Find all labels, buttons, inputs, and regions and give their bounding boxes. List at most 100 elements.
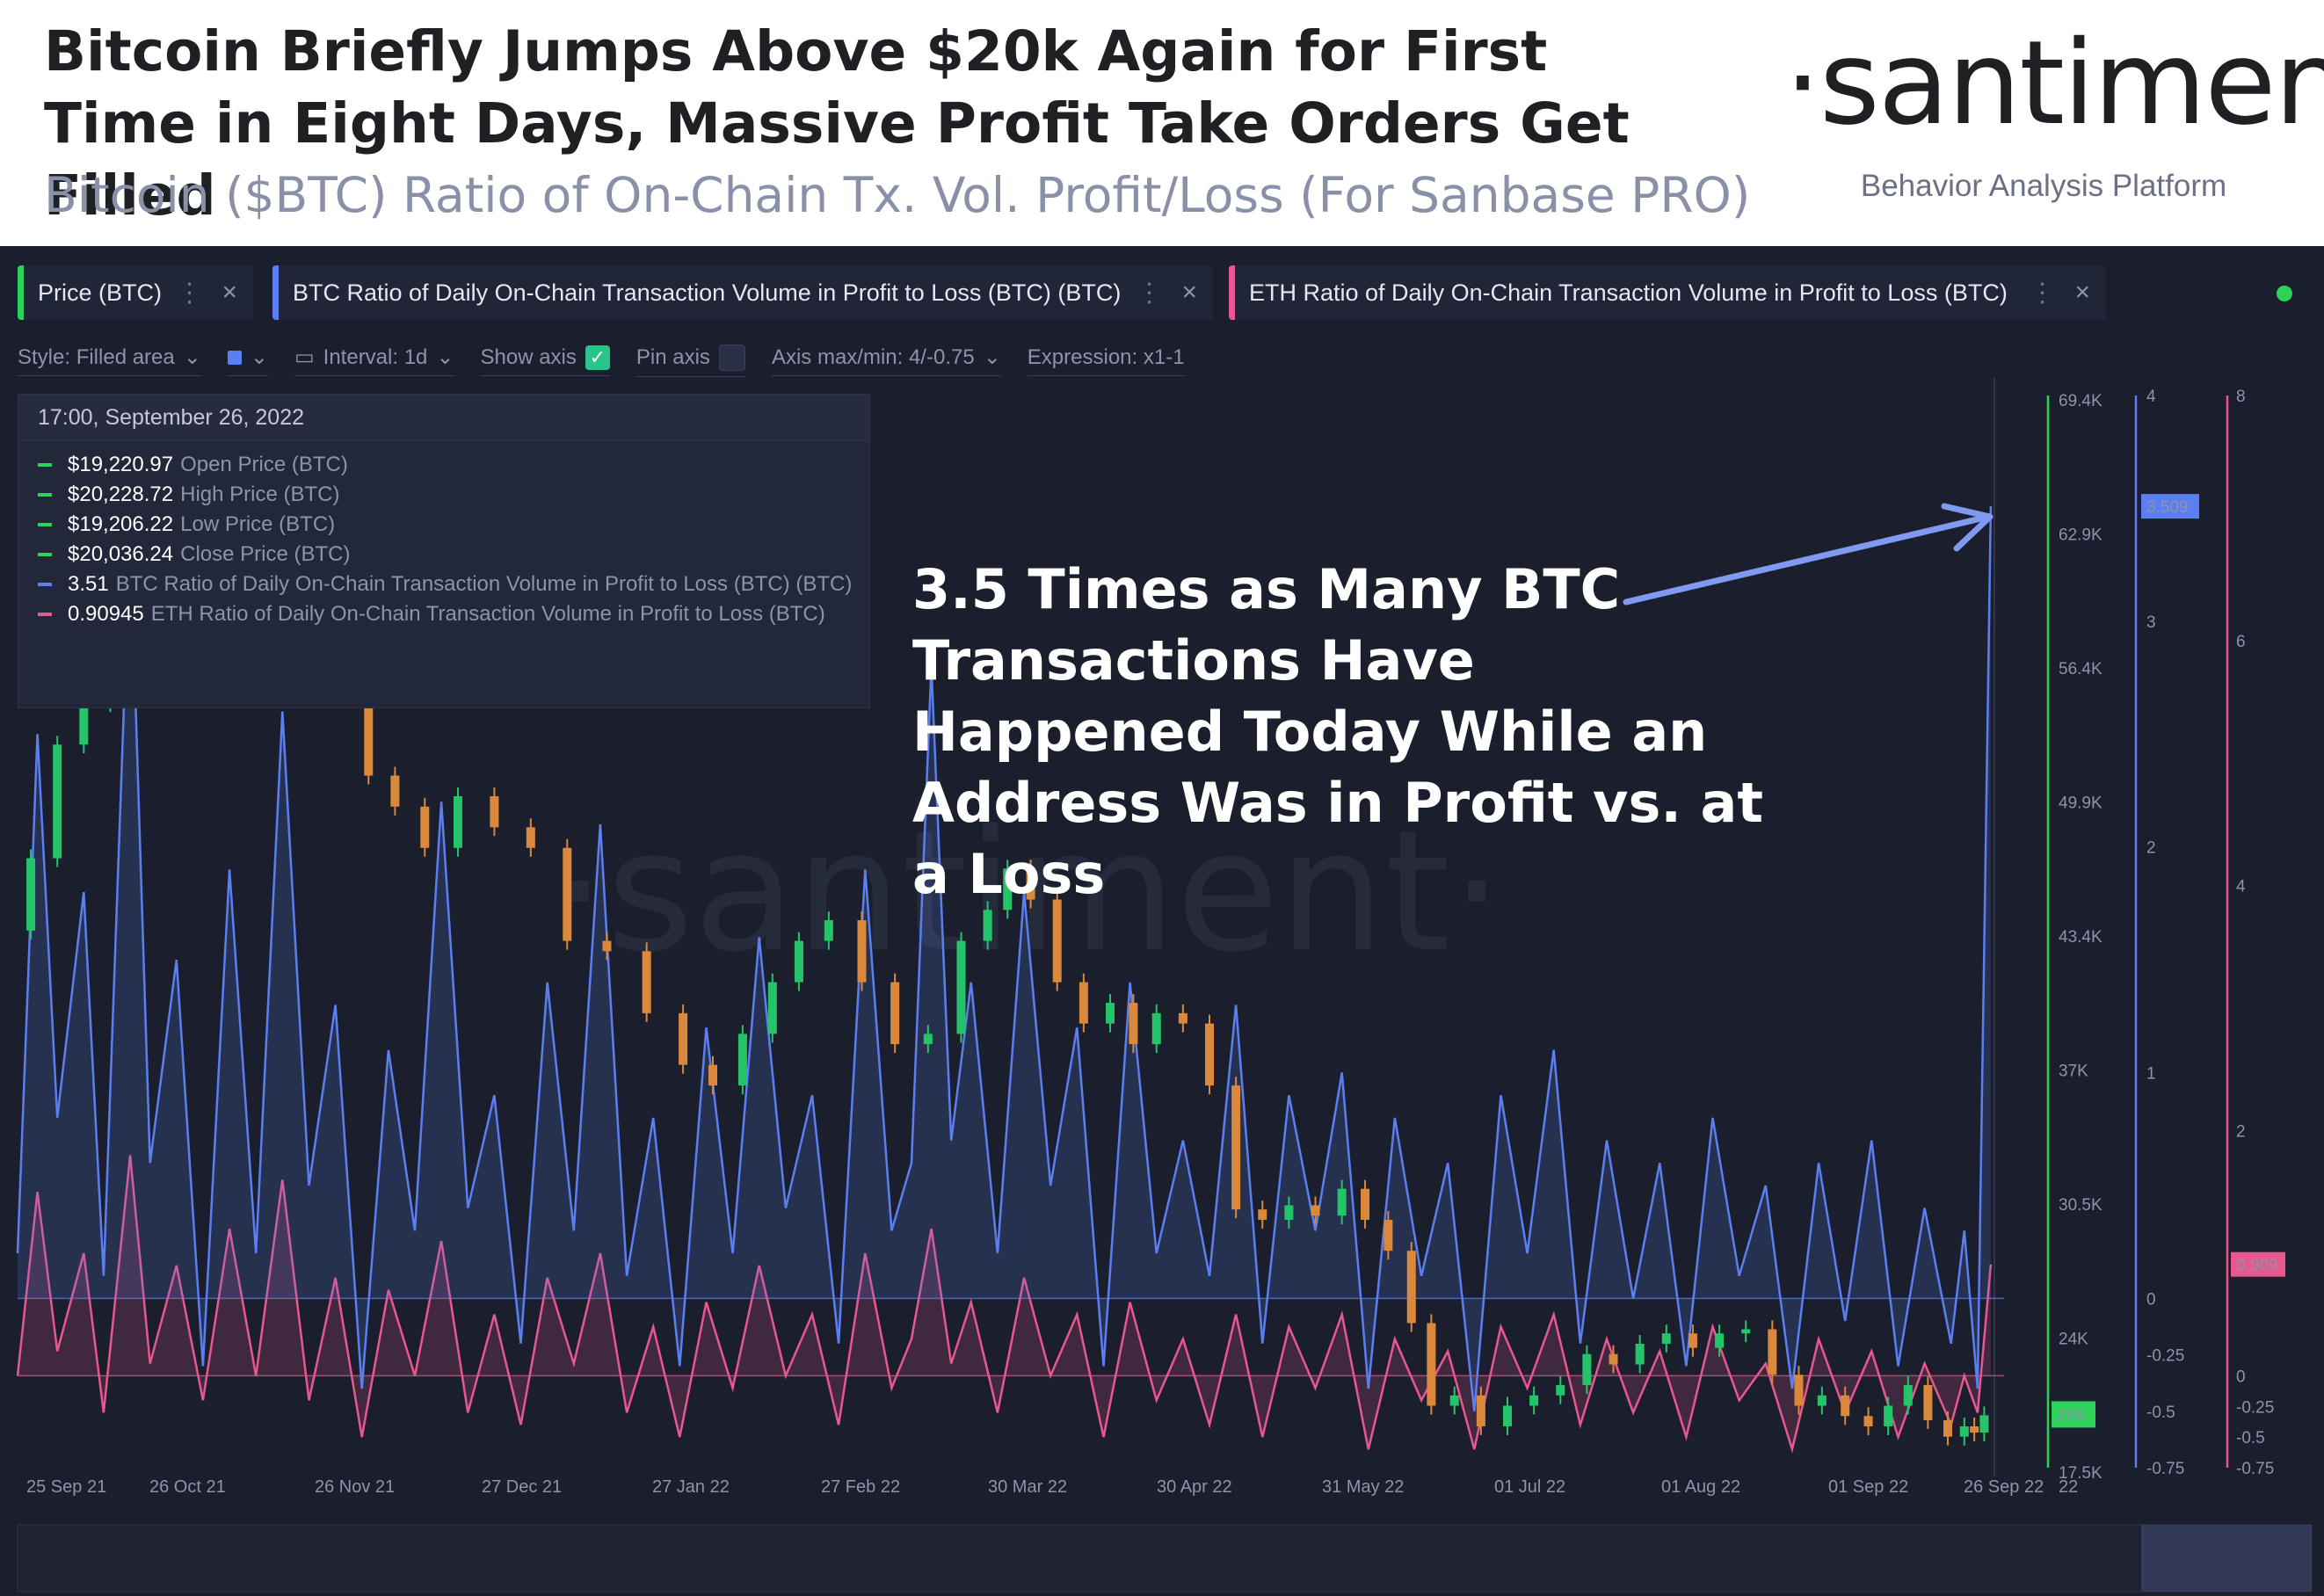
btc-current-label: 3.509: [2146, 498, 2189, 517]
date-axis-label: 01 Jul 22: [1494, 1477, 1565, 1497]
tab-btc-ratio[interactable]: BTC Ratio of Daily On-Chain Transaction …: [272, 265, 1213, 320]
legend-timestamp: 17:00, September 26, 2022: [18, 395, 869, 441]
price-candle: [1151, 1012, 1161, 1045]
btc-ratio-series-line: [16, 506, 1993, 1411]
eth-current-label: 0.909: [2236, 1257, 2278, 1275]
btc-axis-tick: 0: [2146, 1290, 2156, 1309]
eth-axis-tick: 4: [2236, 878, 2246, 896]
btc-axis-tick: -0.25: [2146, 1347, 2184, 1366]
status-indicator: [2277, 286, 2292, 301]
tab-color-bar: [272, 265, 279, 320]
price-candle: [1284, 1205, 1294, 1220]
eth-axis-tick: 2: [2236, 1123, 2246, 1142]
legend-name: ETH Ratio of Daily On-Chain Transaction …: [150, 602, 825, 626]
tab-eth-ratio[interactable]: ETH Ratio of Daily On-Chain Transaction …: [1229, 265, 2106, 320]
expression-label: Expression: x1-1: [1027, 345, 1185, 369]
page-title: Bitcoin Briefly Jumps Above $20k Again f…: [44, 19, 1630, 228]
price-current-badge: [2052, 1401, 2095, 1428]
axis-maxmin-select[interactable]: Axis max/min: 4/-0.75 ⌄: [771, 345, 1001, 376]
price-candle: [390, 775, 400, 807]
price-candle: [890, 982, 900, 1045]
expression-field[interactable]: Expression: x1-1: [1027, 345, 1185, 376]
chart-canvas[interactable]: ·santiment·69.4K62.9K56.4K49.9K43.4K37K3…: [0, 246, 2324, 1596]
price-candle: [1841, 1395, 1850, 1417]
price-candle: [79, 703, 89, 745]
date-axis-label: 26 Sep 22: [1964, 1477, 2044, 1497]
eth-axis-tick: -0.5: [2236, 1429, 2265, 1447]
color-select[interactable]: ⌄: [227, 345, 268, 376]
style-select[interactable]: Style: Filled area ⌄: [18, 345, 201, 376]
price-candle: [1794, 1375, 1804, 1406]
price-candle: [26, 858, 36, 931]
date-axis-label: 26 Nov 21: [315, 1477, 395, 1497]
checkbox-checked-icon[interactable]: ✓: [585, 345, 610, 370]
eth-axis-tick: 8: [2236, 388, 2246, 406]
legend-value: $19,220.97: [68, 453, 174, 476]
legend-row-eth-ratio: 0.90945 ETH Ratio of Daily On-Chain Trans…: [18, 599, 869, 629]
eth-axis-tick: -0.75: [2236, 1460, 2274, 1478]
more-icon[interactable]: ⋮: [2029, 278, 2056, 308]
tooltip-legend: 17:00, September 26, 2022 $19,220.97 Open…: [18, 394, 870, 708]
legend-marker: [38, 553, 52, 556]
eth-axis-tick: 6: [2236, 633, 2246, 651]
legend-value: $20,228.72: [68, 482, 174, 506]
close-icon[interactable]: ×: [222, 278, 237, 307]
date-axis-label: 25 Sep 21: [26, 1477, 106, 1497]
price-candle: [1884, 1405, 1893, 1426]
checkbox-unchecked-icon[interactable]: [718, 344, 745, 371]
interval-select[interactable]: ▭ Interval: 1d ⌄: [294, 345, 454, 376]
legend-value: 3.51: [68, 572, 109, 596]
price-candle: [1817, 1395, 1827, 1406]
price-candle: [1609, 1353, 1618, 1365]
show-axis-toggle[interactable]: Show axis ✓: [480, 345, 610, 376]
price-axis-tick: 62.9K: [2059, 526, 2102, 545]
price-axis-tick: 17.5K: [2059, 1464, 2102, 1483]
show-axis-label: Show axis: [480, 345, 577, 369]
price-candle: [526, 827, 535, 848]
eth-ratio-series-area: [18, 1155, 1991, 1450]
close-icon[interactable]: ×: [1181, 278, 1197, 307]
price-candle: [53, 744, 62, 859]
price-candle: [794, 940, 803, 983]
brand-logo: ·santiment· Behavior Analysis Platform: [1784, 18, 2324, 204]
price-axis-tick: 49.9K: [2059, 794, 2102, 813]
btc-axis-tick: -0.75: [2146, 1460, 2184, 1478]
tab-price[interactable]: Price (BTC) ⋮ ×: [18, 265, 253, 320]
more-icon[interactable]: ⋮: [176, 278, 203, 308]
price-candle: [1129, 1003, 1138, 1045]
eth-axis-tick: 0: [2236, 1367, 2246, 1386]
date-axis-label: 30 Mar 22: [988, 1477, 1067, 1497]
price-candle: [1449, 1395, 1459, 1406]
price-candle: [1106, 1003, 1115, 1024]
legend-row-btc-ratio: 3.51 BTC Ratio of Daily On-Chain Transact…: [18, 569, 869, 599]
tab-color-bar: [18, 265, 24, 320]
price-axis-tick: 69.4K: [2059, 392, 2102, 410]
legend-marker: [38, 463, 52, 467]
legend-marker: [38, 583, 52, 586]
tab-label: BTC Ratio of Daily On-Chain Transaction …: [293, 279, 1122, 306]
close-icon[interactable]: ×: [2074, 278, 2090, 307]
price-candle: [1923, 1384, 1933, 1420]
legend-value: $20,036.24: [68, 542, 174, 566]
page-subtitle: Bitcoin ($BTC) Ratio of On-Chain Tx. Vol…: [44, 167, 1751, 223]
legend-name: High Price (BTC): [180, 482, 340, 506]
axis-maxmin-label: Axis max/min: 4/-0.75: [771, 345, 975, 369]
price-candle: [563, 847, 572, 941]
chevron-down-icon: ⌄: [983, 345, 1001, 369]
price-candle: [1768, 1329, 1777, 1375]
date-axis-label: 31 May 22: [1322, 1477, 1404, 1497]
price-candle: [1361, 1188, 1370, 1220]
price-candle: [1529, 1395, 1539, 1406]
legend-marker: [38, 613, 52, 616]
price-axis-tick: 30.5K: [2059, 1196, 2102, 1215]
btc-axis-tick: 3: [2146, 613, 2156, 632]
price-candle: [1311, 1205, 1320, 1216]
price-candle: [737, 1034, 747, 1086]
chevron-down-icon: ⌄: [250, 345, 268, 369]
price-axis-tick: 56.4K: [2059, 660, 2102, 678]
btc-axis-tick: 2: [2146, 839, 2156, 858]
more-icon[interactable]: ⋮: [1136, 278, 1163, 308]
pin-axis-toggle[interactable]: Pin axis: [635, 344, 745, 377]
price-axis-tick: 24K: [2059, 1331, 2088, 1349]
price-candle: [1427, 1323, 1436, 1406]
